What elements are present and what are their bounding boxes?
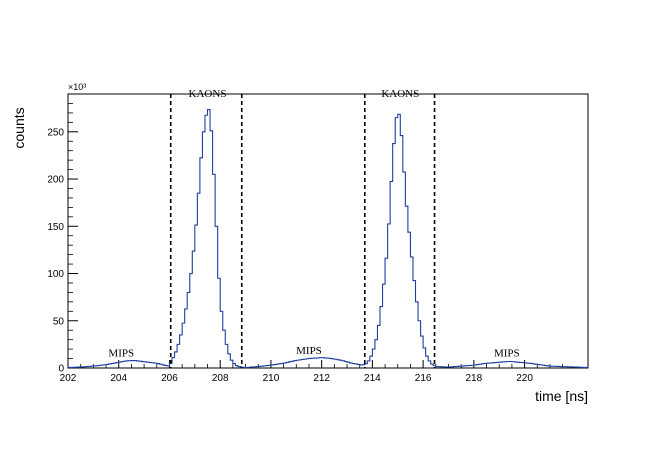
x-tick-label: 210: [263, 373, 280, 384]
x-tick-label: 214: [364, 373, 381, 384]
x-tick-label: 206: [161, 373, 178, 384]
region-label: KAONS: [381, 88, 419, 100]
x-tick-label: 212: [313, 373, 330, 384]
region-label: KAONS: [189, 88, 227, 100]
plot-frame: [67, 93, 589, 369]
y-tick-label: 250: [47, 127, 64, 138]
x-axis-title: time [ns]: [535, 388, 588, 404]
y-axis-multiplier: ×10³: [68, 82, 86, 92]
region-labels: MIPS KAONS MIPS KAONS MIPS: [108, 88, 519, 360]
x-tick-label: 208: [212, 373, 229, 384]
y-tick-label: 150: [47, 222, 64, 233]
histogram-series-line: [68, 109, 588, 369]
y-tick-label: 200: [47, 175, 64, 186]
x-tick-label: 218: [466, 373, 483, 384]
x-tick-label: 220: [516, 373, 533, 384]
x-tick-label: 202: [60, 373, 77, 384]
region-label: MIPS: [296, 345, 322, 357]
x-tick-label: 204: [110, 373, 127, 384]
y-axis-title: counts: [11, 107, 27, 148]
region-label: MIPS: [108, 348, 134, 360]
y-tick-label: 100: [47, 269, 64, 280]
region-boundaries: [169, 94, 436, 368]
y-tick-label: 0: [58, 364, 64, 375]
x-tick-label: 216: [415, 373, 432, 384]
region-label: MIPS: [494, 348, 520, 360]
x-axis-ticks: 202 204 206 208 210 212 214 216 218 220: [60, 360, 564, 384]
y-tick-label: 50: [53, 316, 65, 327]
y-axis-ticks: 0 50 100 150 200 250: [47, 103, 78, 375]
